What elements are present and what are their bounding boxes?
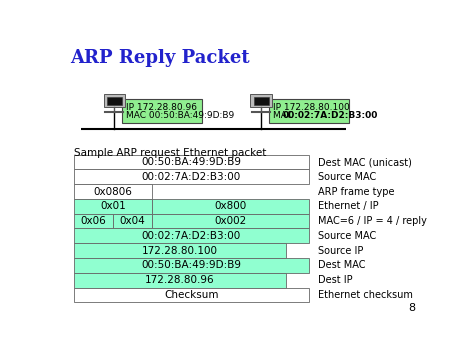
Bar	[74, 243, 285, 258]
Text: 00:02:7A:D2:B3:00: 00:02:7A:D2:B3:00	[142, 172, 241, 182]
Text: Source MAC: Source MAC	[318, 172, 376, 182]
Text: MAC 00:50:BA:49:9D:B9: MAC 00:50:BA:49:9D:B9	[127, 111, 235, 120]
Text: Source IP: Source IP	[318, 246, 364, 256]
Text: 00:02:7A:D2:B3:00: 00:02:7A:D2:B3:00	[283, 111, 378, 120]
Bar	[74, 199, 152, 214]
Text: 8: 8	[409, 303, 416, 313]
Text: ARP Reply Packet: ARP Reply Packet	[70, 49, 250, 67]
Text: MAC: MAC	[273, 111, 296, 120]
Bar	[74, 169, 309, 184]
Text: 0x01: 0x01	[100, 201, 126, 211]
Text: IP 172.28.80.96: IP 172.28.80.96	[127, 103, 198, 112]
Text: Dest IP: Dest IP	[318, 275, 353, 285]
Bar	[74, 229, 309, 243]
Bar	[74, 214, 113, 229]
Text: 0x002: 0x002	[215, 216, 247, 226]
FancyBboxPatch shape	[250, 94, 272, 107]
Text: 00:02:7A:D2:B3:00: 00:02:7A:D2:B3:00	[142, 231, 241, 241]
Bar	[152, 214, 309, 229]
Text: Dest MAC (unicast): Dest MAC (unicast)	[318, 157, 412, 167]
Bar	[74, 273, 285, 288]
Bar	[113, 214, 152, 229]
Text: 0x0806: 0x0806	[94, 187, 133, 197]
Text: 172.28.80.96: 172.28.80.96	[145, 275, 215, 285]
Bar	[74, 258, 309, 273]
Text: 0x800: 0x800	[215, 201, 247, 211]
Text: Dest MAC: Dest MAC	[318, 260, 366, 271]
Text: Ethernet checksum: Ethernet checksum	[318, 290, 413, 300]
Text: IP 172.28.80.100: IP 172.28.80.100	[273, 103, 350, 112]
Text: Source MAC: Source MAC	[318, 231, 376, 241]
Text: Sample ARP request Ethernet packet: Sample ARP request Ethernet packet	[74, 148, 266, 158]
Bar	[74, 184, 152, 199]
Text: ARP frame type: ARP frame type	[318, 187, 395, 197]
Text: 0x06: 0x06	[81, 216, 106, 226]
Bar	[74, 288, 309, 302]
FancyBboxPatch shape	[254, 97, 269, 104]
Text: Ethernet / IP: Ethernet / IP	[318, 201, 379, 211]
FancyBboxPatch shape	[122, 99, 202, 123]
FancyBboxPatch shape	[103, 94, 125, 107]
Bar	[74, 155, 309, 169]
FancyBboxPatch shape	[107, 97, 122, 104]
Text: MAC=6 / IP = 4 / reply: MAC=6 / IP = 4 / reply	[318, 216, 427, 226]
Text: Checksum: Checksum	[164, 290, 219, 300]
Text: 00:50:BA:49:9D:B9: 00:50:BA:49:9D:B9	[142, 157, 241, 167]
Text: 0x04: 0x04	[120, 216, 146, 226]
Text: 172.28.80.100: 172.28.80.100	[142, 246, 218, 256]
Text: 00:50:BA:49:9D:B9: 00:50:BA:49:9D:B9	[142, 260, 241, 271]
FancyBboxPatch shape	[269, 99, 349, 123]
Bar	[152, 199, 309, 214]
